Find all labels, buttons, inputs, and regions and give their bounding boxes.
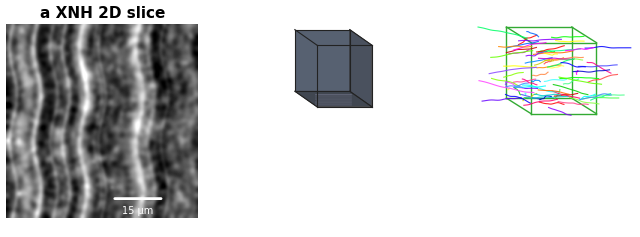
Polygon shape [349, 30, 372, 107]
Title: a XNH 2D slice: a XNH 2D slice [40, 6, 165, 21]
Polygon shape [295, 91, 372, 107]
Text: 15 μm: 15 μm [122, 206, 154, 216]
Polygon shape [295, 30, 349, 91]
